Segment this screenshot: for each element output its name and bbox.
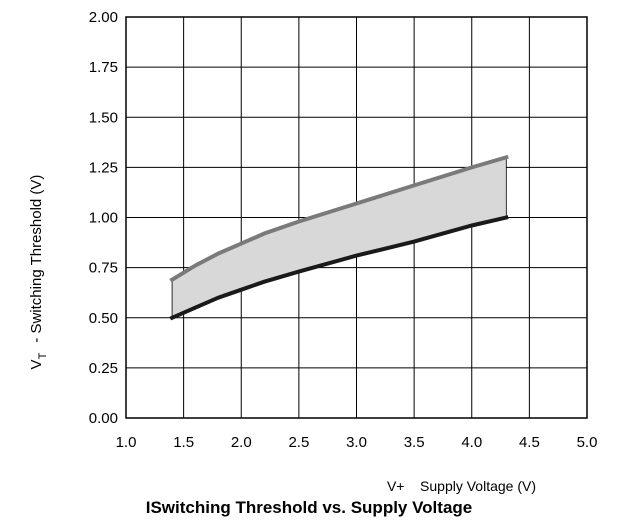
y-axis-symbol: V <box>28 359 45 369</box>
series-upper-line <box>169 154 509 283</box>
y-tick-label: 2.00 <box>89 9 118 26</box>
y-tick-label: 1.75 <box>89 59 118 76</box>
x-axis-title: V+ Supply Voltage (V) <box>0 478 536 494</box>
y-tick-label: 0.50 <box>89 310 118 327</box>
y-tick-label: 0.75 <box>89 260 118 277</box>
x-tick-label: 3.0 <box>346 434 367 451</box>
x-axis-symbol: V+ <box>386 478 405 494</box>
x-tick-label: 1.5 <box>173 434 194 451</box>
x-tick-label: 4.0 <box>461 434 482 451</box>
series-lower-line <box>169 215 509 321</box>
x-tick-label: 5.0 <box>577 434 598 451</box>
x-tick-label: 2.0 <box>231 434 252 451</box>
y-tick-label: 1.50 <box>89 109 118 126</box>
x-tick-label: 1.0 <box>116 434 137 451</box>
threshold-band <box>171 156 507 319</box>
y-tick-label: 1.25 <box>89 159 118 176</box>
y-axis: 0.00 0.25 0.50 0.75 1.00 1.25 1.50 1.75 2.00 <box>89 9 118 427</box>
y-axis-text: - Switching Threshold (V) <box>28 175 45 343</box>
plot-area <box>125 16 588 419</box>
x-axis-text: Supply Voltage (V) <box>420 478 536 494</box>
x-axis: 1.0 1.5 2.0 2.5 3.0 3.5 4.0 4.5 5.0 <box>116 434 598 451</box>
y-tick-label: 1.00 <box>89 210 118 227</box>
x-tick-label: 3.5 <box>404 434 425 451</box>
x-tick-label: 4.5 <box>519 434 540 451</box>
y-axis-title: VT - Switching Threshold (V) <box>28 175 49 370</box>
y-tick-label: 0.25 <box>89 360 118 377</box>
y-tick-label: 0.00 <box>89 410 118 427</box>
y-axis-subscript: T <box>37 352 49 359</box>
x-tick-label: 2.5 <box>288 434 309 451</box>
chart-title: ISwitching Threshold vs. Supply Voltage <box>145 498 473 517</box>
